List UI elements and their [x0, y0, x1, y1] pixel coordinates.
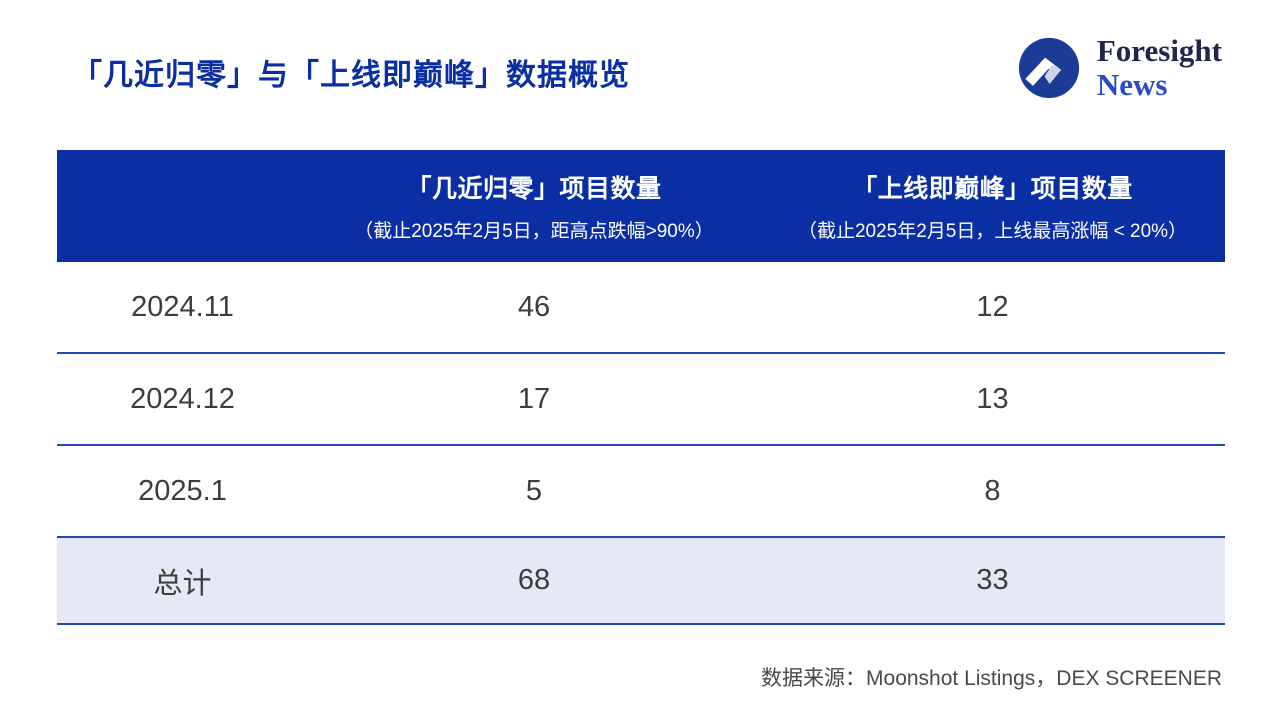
- row-label: 2024.11: [131, 290, 234, 323]
- peak-at-launch-value: 13: [976, 382, 1009, 415]
- table-row: 2024.11 46 12: [57, 262, 1225, 354]
- peak-at-launch-value: 8: [984, 474, 1001, 507]
- column-title: 「上线即巅峰」项目数量: [852, 175, 1133, 203]
- near-zero-value: 46: [517, 290, 551, 323]
- brand-logo: Foresight News: [1017, 34, 1222, 102]
- near-zero-total: 68: [517, 564, 551, 596]
- brand-name-line2: News: [1096, 67, 1168, 102]
- header-cell-peak-at-launch: 「上线即巅峰」项目数量 （截止2025年2月5日，上线最高涨幅 < 20%）: [760, 150, 1225, 262]
- foresight-news-logo-icon: [1018, 37, 1079, 99]
- column-title: 「几近归零」项目数量: [406, 175, 662, 203]
- data-table: 「几近归零」项目数量 （截止2025年2月5日，距高点跌幅>90%） 「上线即巅…: [57, 150, 1225, 625]
- brand-wordmark: Foresight News: [1097, 34, 1222, 102]
- near-zero-value: 17: [517, 382, 551, 415]
- row-label: 2025.1: [138, 474, 227, 507]
- row-label: 2024.12: [130, 382, 235, 415]
- table-header-row: 「几近归零」项目数量 （截止2025年2月5日，距高点跌幅>90%） 「上线即巅…: [57, 150, 1225, 262]
- brand-name-line1: Foresight: [1096, 33, 1222, 68]
- table-row: 2025.1 5 8: [57, 446, 1225, 538]
- page-title: 「几近归零」与「上线即巅峰」数据概览: [72, 59, 630, 92]
- table-total-row: 总计 68 33: [57, 538, 1225, 625]
- header-cell-near-zero: 「几近归零」项目数量 （截止2025年2月5日，距高点跌幅>90%）: [308, 150, 760, 262]
- peak-at-launch-total: 33: [976, 564, 1009, 596]
- header-cell-empty: [57, 150, 308, 262]
- column-subtitle: （截止2025年2月5日，距高点跌幅>90%）: [354, 221, 714, 242]
- total-label: 总计: [153, 567, 212, 600]
- peak-at-launch-value: 12: [976, 290, 1009, 323]
- column-subtitle: （截止2025年2月5日，上线最高涨幅 < 20%）: [797, 221, 1188, 242]
- table-row: 2024.12 17 13: [57, 354, 1225, 446]
- data-source-note: 数据来源：Moonshot Listings，DEX SCREENER: [761, 667, 1222, 690]
- near-zero-value: 5: [525, 474, 543, 507]
